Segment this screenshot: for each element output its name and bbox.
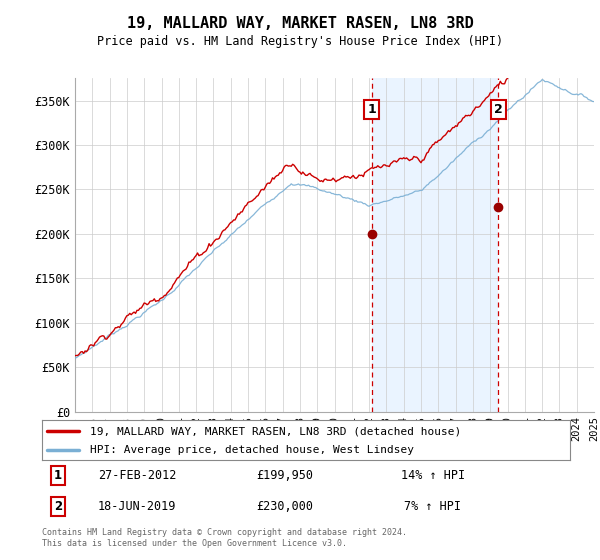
Text: 1: 1 bbox=[54, 469, 62, 482]
Text: 14% ↑ HPI: 14% ↑ HPI bbox=[401, 469, 465, 482]
Text: 7% ↑ HPI: 7% ↑ HPI bbox=[404, 500, 461, 513]
Text: 19, MALLARD WAY, MARKET RASEN, LN8 3RD: 19, MALLARD WAY, MARKET RASEN, LN8 3RD bbox=[127, 16, 473, 31]
Text: 2: 2 bbox=[54, 500, 62, 513]
Text: 18-JUN-2019: 18-JUN-2019 bbox=[98, 500, 176, 513]
Text: 1: 1 bbox=[367, 103, 376, 116]
Text: Contains HM Land Registry data © Crown copyright and database right 2024.
This d: Contains HM Land Registry data © Crown c… bbox=[42, 528, 407, 548]
Bar bbox=[371, 78, 499, 412]
Text: 19, MALLARD WAY, MARKET RASEN, LN8 3RD (detached house): 19, MALLARD WAY, MARKET RASEN, LN8 3RD (… bbox=[89, 426, 461, 436]
Text: £230,000: £230,000 bbox=[256, 500, 313, 513]
Text: £199,950: £199,950 bbox=[256, 469, 313, 482]
Text: 27-FEB-2012: 27-FEB-2012 bbox=[98, 469, 176, 482]
Text: HPI: Average price, detached house, West Lindsey: HPI: Average price, detached house, West… bbox=[89, 445, 413, 455]
Text: 2: 2 bbox=[494, 103, 503, 116]
Text: Price paid vs. HM Land Registry's House Price Index (HPI): Price paid vs. HM Land Registry's House … bbox=[97, 35, 503, 48]
